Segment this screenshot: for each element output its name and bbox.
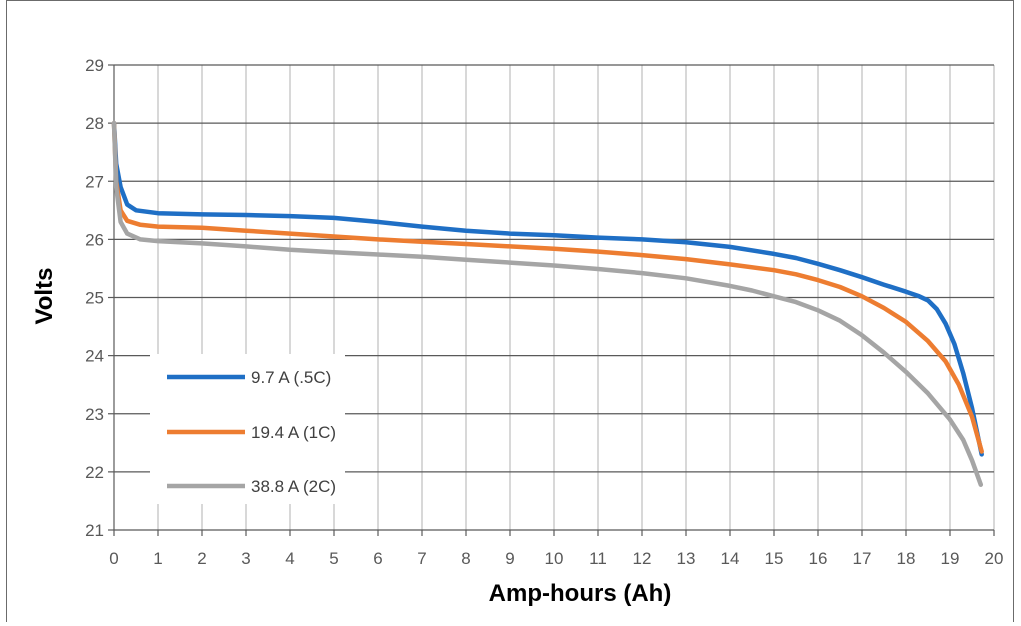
x-tick-label: 13 — [677, 549, 696, 568]
x-tick-label: 17 — [853, 549, 872, 568]
chart-frame — [6, 0, 1014, 622]
x-tick-label: 8 — [461, 549, 470, 568]
y-tick-label: 28 — [85, 114, 104, 133]
legend: 9.7 A (.5C) 19.4 A (1C) 38.8 A (2C) — [167, 368, 336, 496]
series-line-1 — [111, 120, 984, 457]
y-tick-labels: 21 22 23 24 25 26 27 28 29 — [85, 56, 114, 540]
x-tick-label: 19 — [941, 549, 960, 568]
y-tick-label: 26 — [85, 230, 104, 249]
x-tick-label: 6 — [373, 549, 382, 568]
series-lines — [111, 120, 984, 487]
series-line-3 — [111, 120, 984, 487]
x-tick-label: 11 — [589, 549, 607, 568]
x-tick-label: 5 — [329, 549, 338, 568]
y-tick-label: 21 — [85, 521, 104, 540]
legend-label: 9.7 A (.5C) — [251, 368, 331, 387]
x-tick-label: 3 — [241, 549, 250, 568]
x-axis-title: Amp-hours (Ah) — [489, 580, 672, 607]
y-tick-label: 29 — [85, 56, 104, 75]
x-tick-label: 18 — [897, 549, 916, 568]
x-tick-label: 15 — [765, 549, 784, 568]
x-tick-label: 12 — [633, 549, 652, 568]
x-tick-label: 14 — [721, 549, 740, 568]
x-tick-label: 4 — [285, 549, 294, 568]
x-tick-label: 16 — [809, 549, 828, 568]
x-tick-label: 9 — [505, 549, 514, 568]
y-axis-title: Volts — [31, 268, 58, 325]
legend-label: 38.8 A (2C) — [251, 477, 336, 496]
x-tick-label: 0 — [109, 549, 118, 568]
legend-label: 19.4 A (1C) — [251, 423, 336, 442]
x-tick-label: 7 — [417, 549, 426, 568]
x-tick-labels: 0 1 2 3 4 5 6 7 8 9 10 11 12 13 14 15 16 17 18 19 20 — [109, 530, 1003, 568]
x-tick-label: 10 — [545, 549, 564, 568]
x-tick-label: 20 — [985, 549, 1004, 568]
y-tick-label: 27 — [85, 172, 104, 191]
x-tick-label: 1 — [153, 549, 162, 568]
x-tick-label: 2 — [197, 549, 206, 568]
y-tick-label: 22 — [85, 463, 104, 482]
gridlines — [113, 64, 995, 531]
y-tick-label: 25 — [85, 289, 104, 308]
series-line-2 — [111, 120, 984, 454]
y-tick-label: 23 — [85, 405, 104, 424]
y-tick-label: 24 — [85, 347, 104, 366]
